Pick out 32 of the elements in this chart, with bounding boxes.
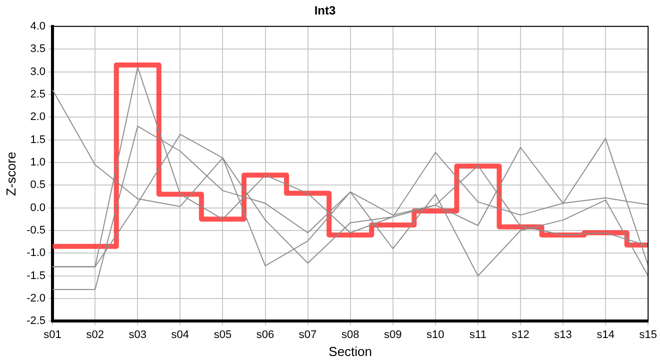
chart-title: Int3 [314,4,336,18]
y-tick-label: 2.5 [30,88,46,100]
x-tick-label: s11 [470,328,486,341]
y-tick-label: 1.0 [30,156,46,168]
x-tick-label: s10 [426,328,444,341]
y-tick-label: -2.0 [26,292,46,305]
x-axis-title: Section [328,344,372,359]
y-tick-label: 3.0 [30,66,46,78]
y-tick-label: 4.0 [30,20,46,32]
y-tick-label: -2.5 [26,315,46,328]
y-tick-label: 0.5 [30,179,46,192]
x-tick-label: s08 [341,328,360,341]
x-tick-label: s03 [128,328,147,341]
x-tick-label: s01 [44,328,62,341]
x-tick-label: s04 [171,328,190,341]
x-tick-label: s07 [298,328,317,341]
x-tick-label: s06 [256,328,274,341]
y-tick-label: 2.0 [30,111,46,124]
y-tick-label: -0.5 [26,224,46,237]
y-axis-title: Z-score [3,152,18,196]
x-tick-label: s09 [384,328,402,341]
x-tick-label: s14 [596,328,614,341]
y-tick-label: -1.0 [26,247,46,260]
x-tick-label: s13 [554,328,572,341]
x-tick-label: s15 [639,328,658,341]
y-tick-label: 1.5 [30,134,46,146]
y-tick-label: 0.0 [30,202,46,214]
y-tick-label: 3.5 [30,43,46,56]
x-tick-label: s05 [214,328,232,341]
x-tick-label: s02 [86,328,104,341]
y-tick-label: -1.5 [26,270,46,282]
x-tick-label: s12 [512,328,530,341]
